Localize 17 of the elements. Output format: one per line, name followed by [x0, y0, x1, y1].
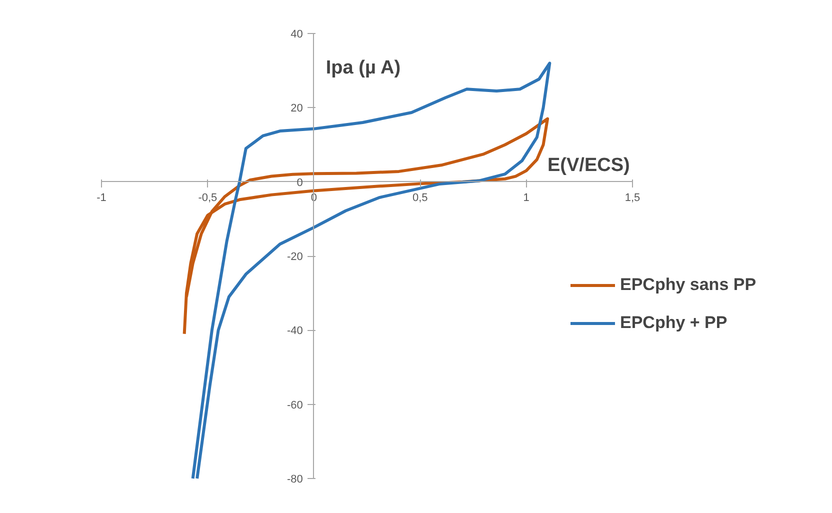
y-tick-label: -80 — [287, 474, 303, 486]
y-tick-label: -60 — [287, 399, 303, 412]
y-axis-title: Ipa (µ A) — [326, 58, 401, 78]
x-axis-title: E(V/ECS) — [548, 154, 630, 176]
legend-label: EPCphy + PP — [620, 313, 728, 333]
x-tick-label: 1 — [523, 192, 530, 204]
y-tick-label: -40 — [287, 325, 303, 338]
x-tick-label: 1,5 — [624, 192, 640, 204]
y-tick-label: -20 — [287, 251, 303, 263]
x-tick-label: 0,5 — [412, 192, 428, 204]
line-series — [182, 117, 550, 336]
y-tick-label: 0 — [296, 176, 303, 189]
y-tick-label: 40 — [290, 28, 303, 40]
x-tick-label: -1 — [96, 192, 106, 204]
x-tick-label: -0,5 — [198, 192, 218, 204]
y-tick-label: 20 — [290, 102, 303, 115]
legend-label: EPCphy sans PP — [620, 275, 756, 295]
